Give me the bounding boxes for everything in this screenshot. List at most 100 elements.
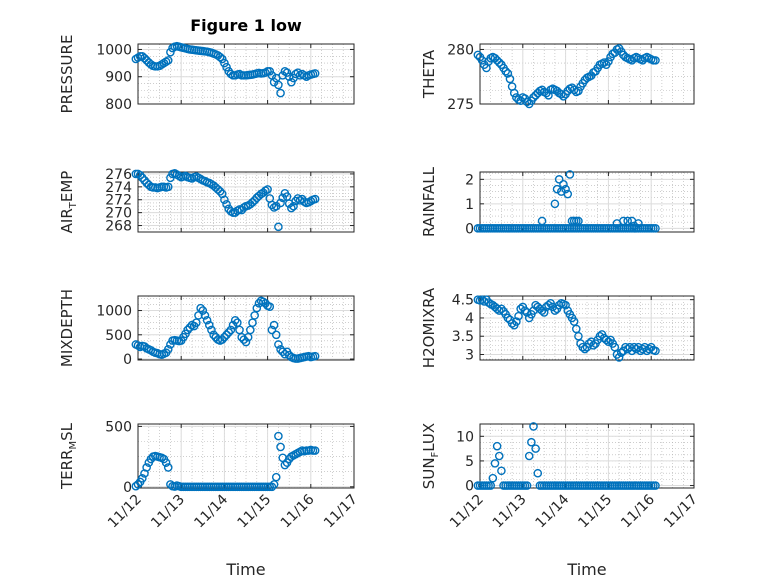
data-point bbox=[599, 58, 609, 67]
data-point bbox=[252, 303, 262, 313]
data-point bbox=[505, 74, 515, 84]
data-point bbox=[537, 216, 547, 226]
data-point bbox=[209, 330, 218, 340]
data-point bbox=[531, 444, 540, 453]
data-point bbox=[589, 341, 598, 350]
series-markers bbox=[473, 170, 660, 233]
data-point bbox=[486, 481, 496, 490]
data-point bbox=[276, 88, 285, 98]
data-point bbox=[220, 332, 229, 342]
data-point bbox=[222, 62, 231, 72]
data-point bbox=[265, 302, 275, 311]
subplot-pressure: 800 900 1000 PRESSURE Figure 1 low bbox=[58, 16, 355, 113]
data-point bbox=[215, 187, 225, 196]
data-point bbox=[183, 325, 192, 335]
y-tick-label: 500 bbox=[105, 328, 132, 344]
data-point bbox=[552, 184, 562, 194]
y-tick-label: 280 bbox=[447, 42, 474, 58]
chart-title: Figure 1 low bbox=[190, 16, 302, 35]
subplot-sun-flux: 0 5 10 11/12 11/13 11/14 11/15 11/16 11/17 Time SU… bbox=[420, 422, 701, 579]
data-point bbox=[263, 185, 272, 194]
data-point bbox=[142, 463, 151, 472]
data-point bbox=[237, 332, 246, 342]
data-point bbox=[276, 442, 285, 452]
data-point bbox=[276, 198, 285, 208]
y-tick-label: 500 bbox=[105, 419, 132, 435]
data-point bbox=[531, 90, 540, 100]
data-point bbox=[544, 90, 553, 100]
data-point bbox=[651, 224, 660, 233]
data-point bbox=[638, 344, 647, 354]
data-point bbox=[529, 422, 538, 431]
minor-grid bbox=[479, 172, 694, 232]
data-point bbox=[512, 317, 521, 326]
data-point bbox=[267, 482, 277, 492]
data-point bbox=[497, 466, 506, 476]
plot-area bbox=[138, 296, 354, 360]
y-tick-label: 1000 bbox=[96, 42, 132, 58]
data-point bbox=[278, 193, 288, 203]
data-point bbox=[574, 86, 583, 96]
data-point bbox=[651, 56, 660, 65]
y-tick-label: 268 bbox=[105, 219, 132, 235]
minor-grid bbox=[137, 44, 354, 105]
data-point bbox=[595, 331, 605, 341]
data-point bbox=[248, 198, 257, 207]
data-point bbox=[287, 77, 296, 87]
data-point bbox=[196, 303, 205, 313]
data-point bbox=[473, 50, 483, 60]
data-point bbox=[166, 47, 175, 57]
data-point bbox=[539, 308, 549, 317]
data-point bbox=[503, 313, 513, 323]
x-tick-label: 11/12 bbox=[105, 492, 145, 532]
data-point bbox=[629, 342, 639, 352]
axes-box bbox=[137, 43, 355, 105]
data-point bbox=[226, 325, 236, 335]
data-point bbox=[163, 56, 173, 65]
data-point bbox=[274, 340, 283, 349]
subplot-terr-msl: 0 500 11/12 11/13 11/14 11/15 11/16 11/17 Time TE… bbox=[58, 419, 361, 579]
data-point bbox=[503, 69, 513, 78]
data-point bbox=[241, 337, 251, 347]
data-point bbox=[529, 93, 538, 102]
data-point bbox=[287, 203, 296, 213]
data-point bbox=[254, 298, 264, 308]
data-point bbox=[310, 351, 320, 361]
data-point bbox=[293, 194, 303, 203]
axes-box bbox=[137, 423, 355, 489]
data-point bbox=[215, 52, 225, 62]
y-tick-label: 3 bbox=[465, 348, 474, 364]
data-point bbox=[207, 325, 216, 335]
data-point bbox=[185, 323, 195, 332]
data-point bbox=[280, 460, 290, 470]
y-tick-label: 1 bbox=[465, 197, 474, 213]
y-tick-label: 272 bbox=[105, 193, 132, 209]
data-point bbox=[550, 199, 560, 209]
subplot-theta: 275 280 THETA bbox=[420, 42, 695, 113]
data-point bbox=[200, 311, 210, 320]
data-point bbox=[310, 69, 320, 78]
major-grid bbox=[479, 296, 695, 360]
x-axis-label: Time bbox=[566, 560, 606, 579]
x-tick-label: 11/13 bbox=[490, 492, 530, 532]
data-point bbox=[490, 459, 500, 468]
y-tick-label: 275 bbox=[447, 97, 474, 113]
y-axis-label: MIXDEPTH bbox=[58, 289, 76, 367]
x-tick-label: 11/15 bbox=[235, 492, 275, 532]
data-point bbox=[269, 77, 279, 87]
data-point bbox=[310, 194, 320, 204]
x-tick-label: 11/12 bbox=[447, 492, 487, 532]
x-tick-label: 11/16 bbox=[278, 491, 318, 531]
plot-area bbox=[480, 424, 694, 488]
data-point bbox=[527, 437, 536, 447]
y-tick-label: 0 bbox=[123, 352, 132, 368]
y-axis-label: RAINFALL bbox=[420, 166, 438, 237]
data-point bbox=[497, 304, 506, 314]
data-point bbox=[578, 342, 588, 352]
axes-box bbox=[137, 295, 355, 361]
data-point bbox=[140, 176, 149, 185]
axes-box bbox=[137, 171, 355, 233]
y-tick-label: 2 bbox=[465, 172, 474, 188]
